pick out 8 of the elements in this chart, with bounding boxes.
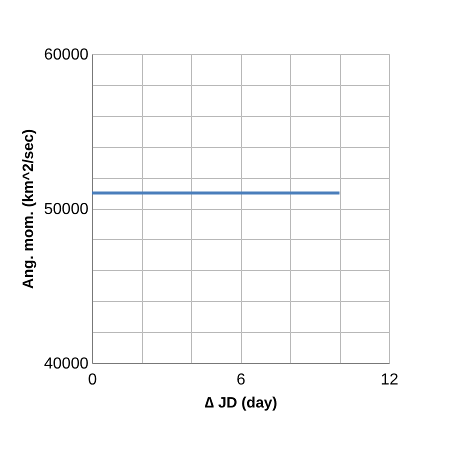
x-axis-title: ∆ JD (day) (204, 394, 278, 412)
y-axis-title: Ang. mom. (km^2/sec) (20, 129, 38, 289)
y-tick-label: 60000 (44, 46, 89, 64)
x-tick-label: 6 (236, 372, 246, 388)
y-tick-label: 50000 (44, 201, 89, 218)
x-tick-label: 12 (380, 372, 398, 388)
y-tick-label: 40000 (44, 356, 89, 372)
x-tick-label: 0 (88, 372, 98, 388)
